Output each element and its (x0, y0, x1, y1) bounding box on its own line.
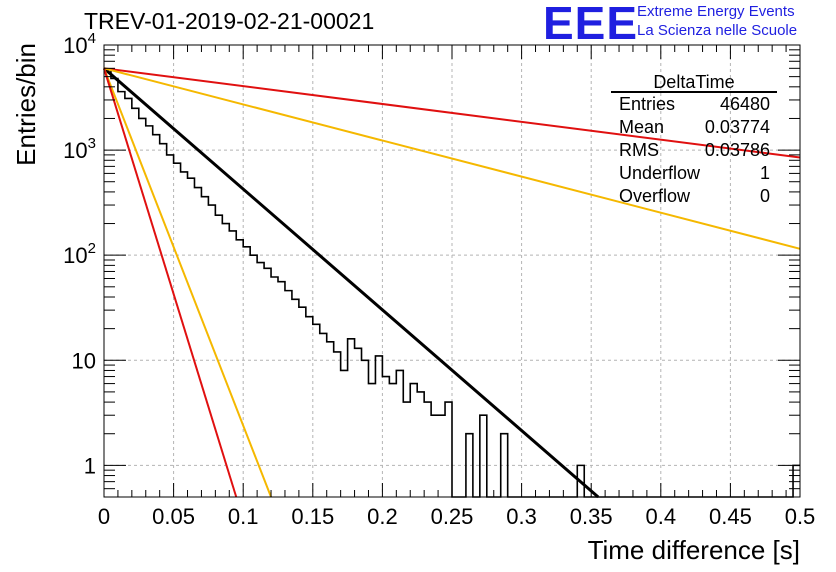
x-tick-label: 0.2 (367, 504, 398, 529)
x-tick-label: 0.05 (152, 504, 195, 529)
x-tick-label: 0 (98, 504, 110, 529)
x-tick-label: 0.5 (785, 504, 816, 529)
x-tick-label: 0.35 (570, 504, 613, 529)
logo-text-line1: Extreme Energy Events (637, 3, 795, 20)
y-tick-label: 1 (84, 453, 96, 478)
x-tick-label: 0.4 (646, 504, 677, 529)
y-tick-exponent: 3 (88, 135, 96, 152)
logo-text-line2: La Scienza nelle Scuole (637, 22, 798, 39)
stats-row-value: 0.03774 (705, 117, 770, 137)
stats-row-value: 0.03786 (705, 140, 770, 160)
x-tick-label: 0.25 (431, 504, 474, 529)
y-tick-exponent: 4 (88, 30, 96, 47)
curves (103, 67, 801, 499)
y-tick-label: 104 (63, 30, 96, 58)
reference-curve (103, 67, 801, 250)
axis-labels: 0 0.05 0.1 0.15 0.2 0.25 0.3 0.35 0.4 0.45 0.51041… (11, 30, 815, 565)
reference-curve (103, 67, 801, 159)
stats-row-label: Mean (619, 117, 664, 137)
stats-row-value: 0 (760, 186, 770, 206)
x-tick-label: 0.1 (228, 504, 259, 529)
y-tick-label: 102 (63, 240, 96, 268)
x-tick-label: 0.45 (709, 504, 752, 529)
x-axis-title: Time difference [s] (588, 535, 800, 565)
reference-curve (103, 67, 272, 498)
stats-row-value: 46480 (720, 94, 770, 114)
stats-title: DeltaTime (653, 72, 734, 92)
stats-row-label: RMS (619, 140, 659, 160)
stats-row-value: 1 (760, 163, 770, 183)
y-tick-label: 103 (63, 135, 96, 163)
stats-row-label: Overflow (619, 186, 691, 206)
fit-line (103, 67, 600, 499)
eee-logo: EEE (543, 0, 639, 49)
histogram-outline (104, 69, 800, 498)
reference-curve (103, 68, 238, 498)
y-tick-exponent: 2 (88, 240, 96, 257)
y-tick-label: 10 (72, 348, 96, 373)
x-tick-label: 0.15 (291, 504, 334, 529)
y-axis-title: Entries/bin (11, 43, 41, 166)
x-tick-label: 0.3 (506, 504, 537, 529)
stats-row-label: Entries (619, 94, 675, 114)
histogram (104, 69, 800, 498)
stats-row-label: Underflow (619, 163, 701, 183)
plot-title: TREV-01-2019-02-21-00021 (84, 8, 375, 34)
axis-ticks (103, 44, 801, 497)
